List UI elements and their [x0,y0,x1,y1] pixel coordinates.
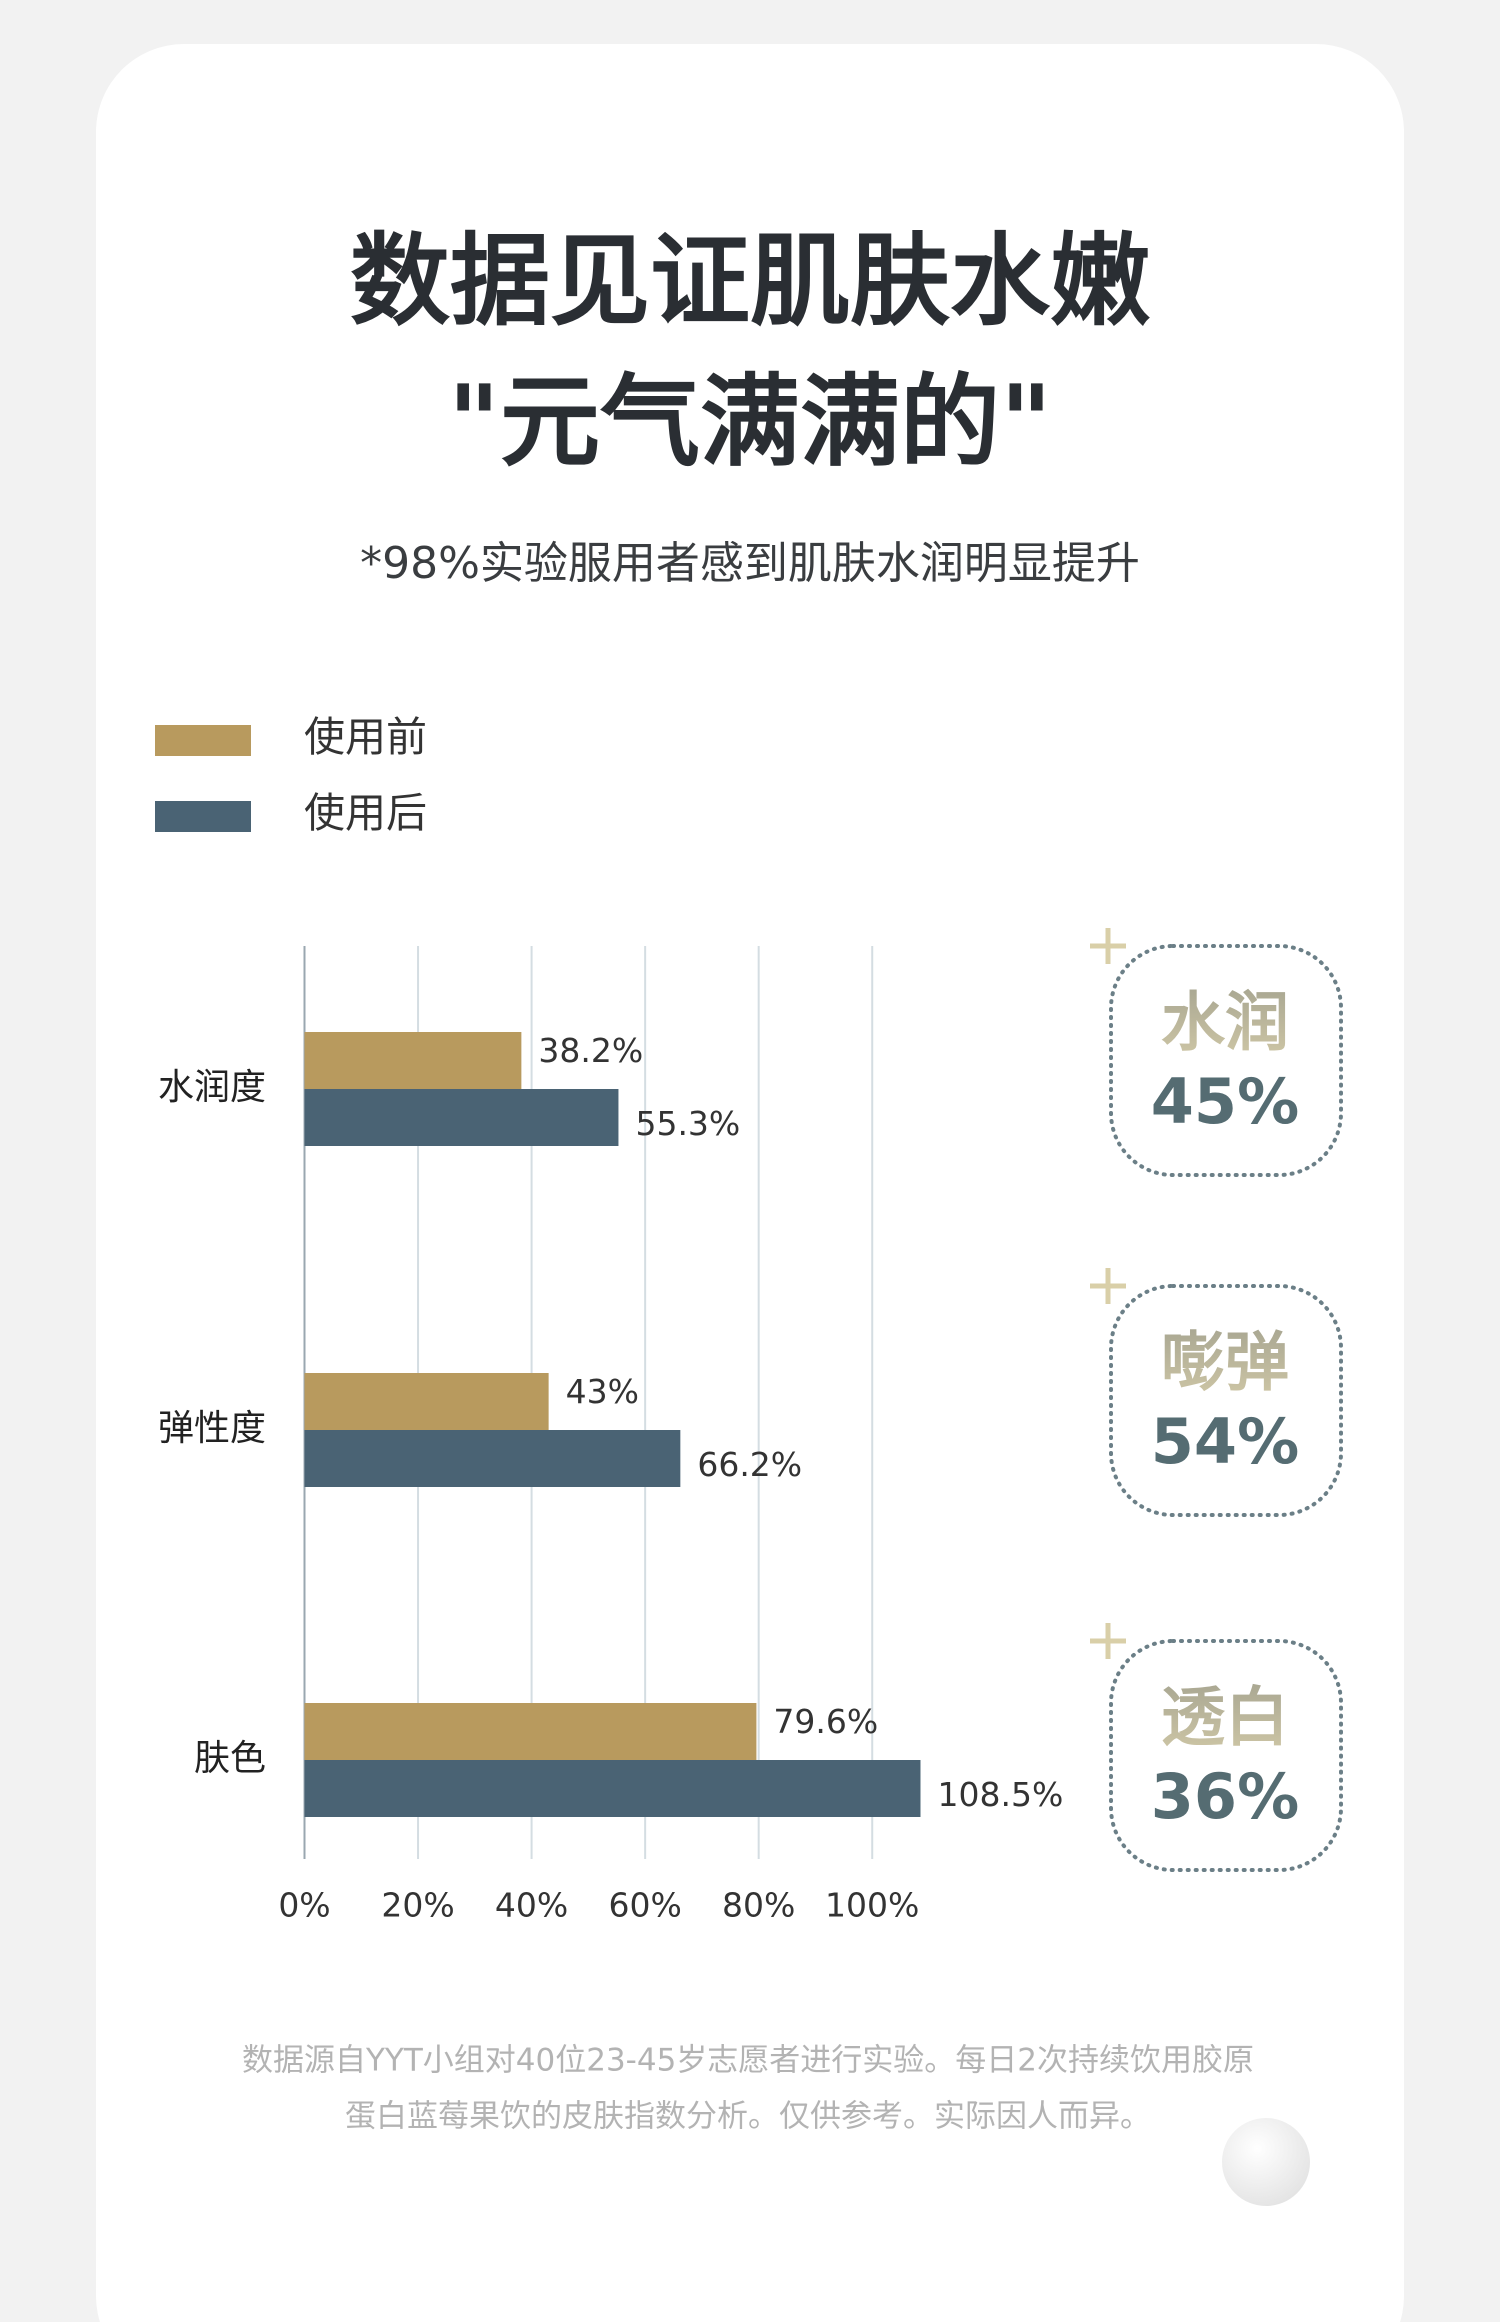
badge-name: 水润 [1161,987,1289,1061]
bar [304,1430,681,1487]
value-label: 38.2% [538,1031,643,1070]
title-line: 数据见证肌肤水嫩 [350,222,1150,339]
value-label: 66.2% [697,1445,802,1484]
subtitle: *98%实验服用者感到肌肤水润明显提升 [360,538,1140,589]
x-tick-label: 100% [825,1886,919,1925]
x-tick-label: 20% [381,1886,454,1925]
x-tick-label: 60% [608,1886,681,1925]
badge-plus [1090,1268,1126,1304]
title-line: "元气满满的" [448,363,1052,480]
badge-frame [1109,1639,1343,1872]
y-tick-label: 肤色 [194,1738,266,1779]
badge-plus [1090,928,1126,964]
bar [304,1089,619,1146]
value-label: 55.3% [635,1104,740,1143]
bar [304,1760,921,1817]
bubble-decoration [1222,2118,1310,2206]
y-tick-label: 弹性度 [158,1408,266,1449]
badge-value: 45% [1151,1065,1299,1138]
badge-name: 嘭弹 [1161,1327,1289,1401]
badge-frame [1109,1284,1343,1517]
legend-label: 使用后 [304,789,427,837]
value-label: 43% [566,1372,639,1411]
x-tick-label: 40% [495,1886,568,1925]
bar [304,1032,522,1089]
x-tick-label: 80% [722,1886,795,1925]
footnote: 蛋白蓝莓果饮的皮肤指数分析。仅供参考。实际因人而异。 [345,2099,1151,2135]
value-label: 79.6% [773,1702,878,1741]
badge-plus [1090,1623,1126,1659]
footnote: 数据源自YYT小组对40位23-45岁志愿者进行实验。每日2次持续饮用胶原 [242,2043,1254,2079]
bar [304,1373,549,1430]
badge-frame [1109,944,1343,1177]
legend-swatch [155,725,251,756]
x-tick-label: 0% [278,1886,330,1925]
badge-name: 透白 [1161,1682,1289,1756]
badge-value: 36% [1151,1760,1299,1833]
value-label: 108.5% [937,1775,1063,1814]
bar [304,1703,757,1760]
y-tick-label: 水润度 [158,1067,266,1108]
legend-label: 使用前 [304,713,427,761]
legend-swatch [155,801,251,832]
badge-value: 54% [1151,1405,1299,1478]
